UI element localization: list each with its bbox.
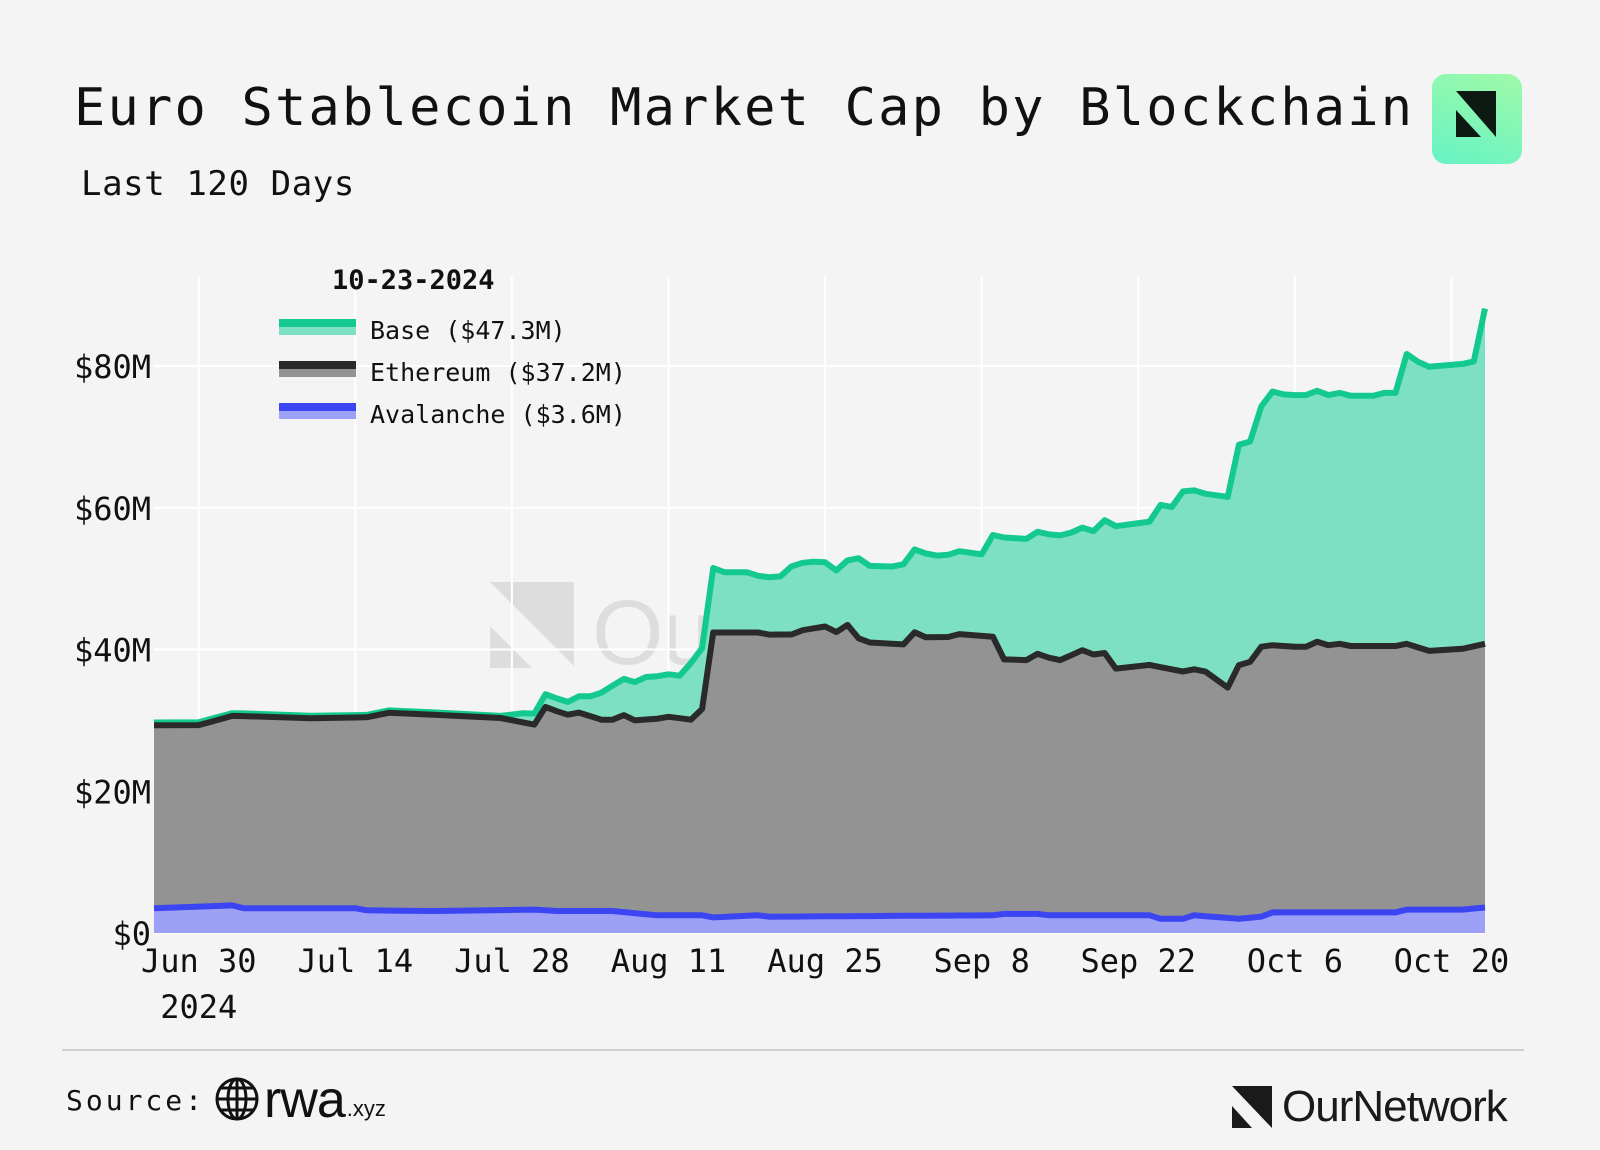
source-label: Source: [66, 1084, 206, 1117]
base-line [153, 307, 1488, 726]
y-tick-label: $60M [74, 490, 151, 528]
x-tick-label: Aug 11 [611, 942, 727, 980]
ethereum-area [154, 624, 1485, 919]
chart-title: Euro Stablecoin Market Cap by Blockchain [74, 78, 1415, 138]
y-tick-label: $80M [74, 348, 151, 386]
base-legend-swatch [279, 319, 356, 327]
series-lines [153, 307, 1488, 922]
avalanche-legend-label: Avalanche ($3.6M) [370, 400, 626, 429]
x-tick-label: Jul 28 [454, 942, 570, 980]
rwa-tld: .xyz [346, 1096, 386, 1121]
chart-subtitle: Last 120 Days [81, 164, 355, 204]
rwa-brand: rwa [264, 1071, 346, 1129]
x-tick-label: Jul 14 [298, 942, 414, 980]
ournetwork-footer-logo: OurNetwork [1232, 1082, 1508, 1132]
x-tick-sublabel: 2024 [160, 988, 237, 1026]
x-axis: Jun 30 2024 Jul 14 Jul 28 Aug 11 Aug 25 Sep 8 S… [141, 942, 1509, 1026]
x-tick-label: Jun 30 [141, 942, 257, 980]
y-axis: $0 $20M $40M $60M $80M [74, 348, 151, 953]
ethereum-legend-swatch-fill [279, 369, 356, 377]
globe-icon [215, 1077, 259, 1121]
legend: 10-23-2024 Base ($47.3M) Ethereum ($37.2M… [279, 265, 626, 429]
areas [154, 308, 1485, 933]
x-tick-label: Sep 8 [934, 942, 1030, 980]
legend-title: 10-23-2024 [332, 265, 495, 296]
x-tick-label: Oct 20 [1394, 942, 1510, 980]
ethereum-legend-swatch [279, 361, 356, 369]
ethereum-legend-label: Ethereum ($37.2M) [370, 358, 626, 387]
x-tick-label: Aug 25 [767, 942, 883, 980]
ournetwork-mark-icon [1232, 1086, 1272, 1128]
y-tick-label: $40M [74, 632, 151, 670]
ournetwork-logo-icon [1432, 74, 1522, 164]
y-tick-label: $0 [112, 915, 151, 953]
x-tick-label: Sep 22 [1080, 942, 1196, 980]
base-legend-swatch-fill [279, 327, 356, 335]
ethereum-line [153, 621, 1486, 729]
y-tick-label: $20M [74, 773, 151, 811]
avalanche-legend-swatch [279, 403, 356, 411]
footer-divider [62, 1049, 1524, 1051]
x-tick-label: Oct 6 [1247, 942, 1343, 980]
avalanche-line [153, 902, 1486, 922]
base-legend-label: Base ($47.3M) [370, 316, 566, 345]
rwa-logo: rwa .xyz [214, 1071, 386, 1129]
ournetwork-brand: OurNetwork [1282, 1082, 1508, 1131]
avalanche-legend-swatch-fill [279, 411, 356, 419]
base-area [154, 308, 1485, 726]
